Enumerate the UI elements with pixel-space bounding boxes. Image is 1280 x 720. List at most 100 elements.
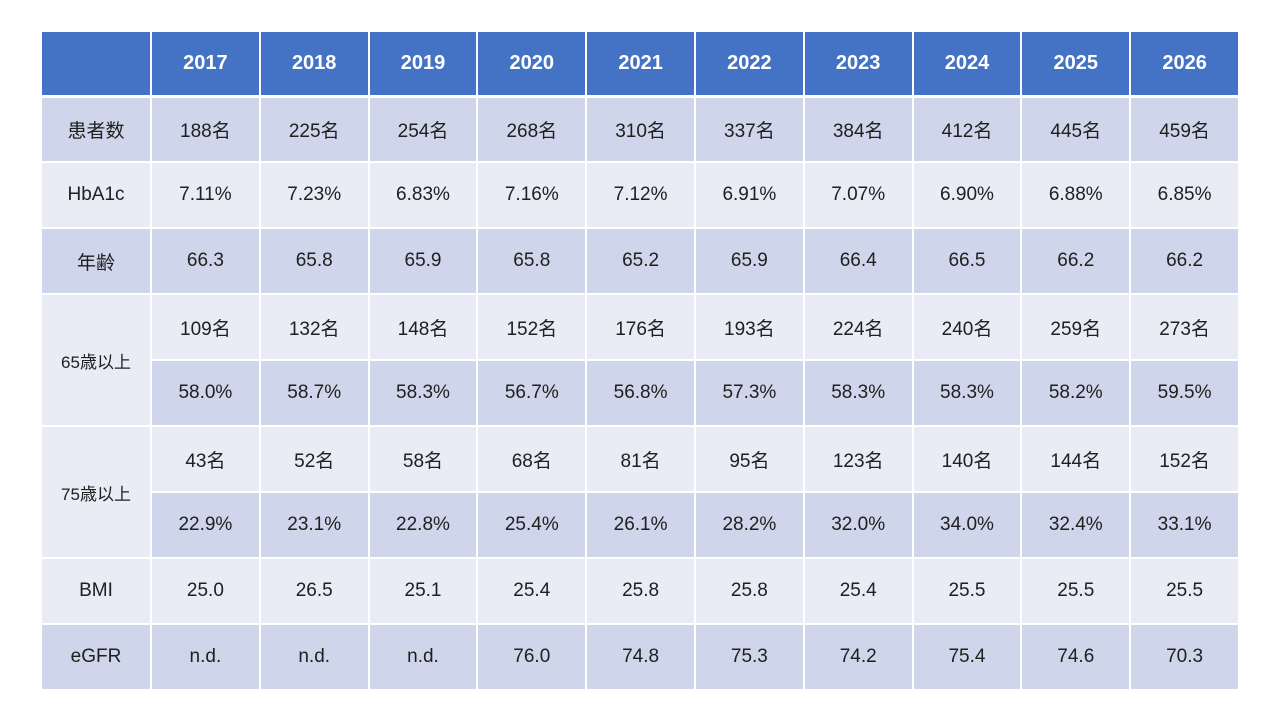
data-cell: 132名 (258, 293, 370, 361)
data-cell: 25.4% (476, 491, 588, 559)
data-cell: 6.85% (1129, 161, 1240, 229)
data-cell: 56.7% (476, 359, 588, 427)
data-cell: 57.3% (693, 359, 805, 427)
year-header: 2023 (802, 30, 914, 98)
data-cell: 25.1 (367, 557, 479, 625)
data-cell: 58.3% (802, 359, 914, 427)
data-cell: 259名 (1020, 293, 1132, 361)
data-cell: 65.9 (693, 227, 805, 295)
row-label: HbA1c (40, 161, 152, 229)
data-cell: n.d. (367, 623, 479, 691)
data-cell: 65.8 (476, 227, 588, 295)
data-cell: 240名 (911, 293, 1023, 361)
data-cell: 66.2 (1129, 227, 1240, 295)
data-cell: 43名 (150, 425, 261, 493)
year-header: 2021 (585, 30, 696, 98)
data-cell: 152名 (476, 293, 588, 361)
table-row: eGFR n.d. n.d. n.d. 76.0 74.8 75.3 74.2 75.4 74.6… (40, 623, 1240, 691)
data-cell: 7.12% (585, 161, 696, 229)
header-row: 2017 2018 2019 2020 2021 2022 2023 2024 2025 2026 (40, 30, 1240, 98)
data-cell: 7.23% (258, 161, 370, 229)
patient-statistics-table: 2017 2018 2019 2020 2021 2022 2023 2024 2025 2026… (40, 30, 1240, 691)
data-cell: 74.6 (1020, 623, 1132, 691)
data-cell: 25.8 (693, 557, 805, 625)
data-cell: 58.0% (150, 359, 261, 427)
data-cell: 76.0 (476, 623, 588, 691)
data-cell: 81名 (585, 425, 696, 493)
year-header: 2024 (911, 30, 1023, 98)
data-cell: 459名 (1129, 95, 1240, 163)
table-row: 22.9% 23.1% 22.8% 25.4% 26.1% 28.2% 32.0% 34.0%… (41, 491, 1240, 559)
data-cell: 25.5 (1129, 557, 1240, 625)
data-cell: 95名 (693, 425, 805, 493)
row-label: BMI (40, 557, 152, 625)
corner-cell (40, 30, 152, 98)
data-cell: 6.88% (1020, 161, 1132, 229)
data-cell: 58.3% (367, 359, 479, 427)
data-cell: 152名 (1129, 425, 1240, 493)
table-row: 65歳以上 109名 132名 148名 152名 176名 193名 224名 240名 259… (40, 293, 1240, 427)
data-cell: 25.5 (911, 557, 1023, 625)
data-cell: 337名 (693, 95, 805, 163)
data-cell: 25.5 (1020, 557, 1132, 625)
data-cell: 254名 (367, 95, 479, 163)
data-cell: 6.83% (367, 161, 479, 229)
data-cell: 75.4 (911, 623, 1023, 691)
data-cell: 25.0 (150, 557, 261, 625)
data-cell: 66.4 (802, 227, 914, 295)
data-cell: 58名 (367, 425, 479, 493)
data-cell: 66.2 (1020, 227, 1132, 295)
data-cell: 140名 (911, 425, 1023, 493)
data-cell: 188名 (150, 95, 261, 163)
data-cell: 65.9 (367, 227, 479, 295)
data-cell: 310名 (585, 95, 696, 163)
data-cell: 22.9% (150, 491, 261, 559)
data-cell: 66.5 (911, 227, 1023, 295)
row-label: 患者数 (40, 95, 152, 163)
year-header: 2018 (258, 30, 370, 98)
table-row: 患者数 188名 225名 254名 268名 310名 337名 384名 412名 445名 4… (40, 95, 1240, 163)
data-cell: 74.8 (585, 623, 696, 691)
data-cell: 65.8 (258, 227, 370, 295)
data-cell: 68名 (476, 425, 588, 493)
data-cell: 176名 (585, 293, 696, 361)
data-cell: 384名 (802, 95, 914, 163)
year-header: 2026 (1129, 30, 1240, 98)
data-cell: 7.11% (150, 161, 261, 229)
data-cell: 58.2% (1020, 359, 1132, 427)
data-cell: 34.0% (911, 491, 1023, 559)
data-cell: 25.8 (585, 557, 696, 625)
table-row: 75歳以上 43名 52名 58名 68名 81名 95名 123名 140名 144名 152名 (40, 425, 1240, 559)
data-cell: 148名 (367, 293, 479, 361)
data-cell: 273名 (1129, 293, 1240, 361)
data-cell: 224名 (802, 293, 914, 361)
data-cell: 58.7% (258, 359, 370, 427)
data-cell: 65.2 (585, 227, 696, 295)
data-cell: 7.16% (476, 161, 588, 229)
data-cell: 22.8% (367, 491, 479, 559)
data-cell: 25.4 (476, 557, 588, 625)
table-row: BMI 25.0 26.5 25.1 25.4 25.8 25.8 25.4 25.5 25.5 2… (40, 557, 1240, 625)
data-cell: 193名 (693, 293, 805, 361)
table-row: 年齢 66.3 65.8 65.9 65.8 65.2 65.9 66.4 66.5 66.2 66… (40, 227, 1240, 295)
year-header: 2020 (476, 30, 588, 98)
table-row: HbA1c 7.11% 7.23% 6.83% 7.16% 7.12% 6.91% 7.07%… (40, 161, 1240, 229)
data-cell: 23.1% (258, 491, 370, 559)
data-cell: 445名 (1020, 95, 1132, 163)
data-cell: 123名 (802, 425, 914, 493)
year-header: 2017 (150, 30, 261, 98)
row-label: eGFR (40, 623, 152, 691)
data-cell: 28.2% (693, 491, 805, 559)
data-cell: 7.07% (802, 161, 914, 229)
data-cell: 59.5% (1129, 359, 1240, 427)
data-cell: 6.91% (693, 161, 805, 229)
data-cell: 52名 (258, 425, 370, 493)
data-cell: 26.1% (585, 491, 696, 559)
data-cell: 225名 (258, 95, 370, 163)
data-cell: 70.3 (1129, 623, 1240, 691)
data-cell: 56.8% (585, 359, 696, 427)
row-label: 75歳以上 (40, 425, 152, 559)
data-cell: 25.4 (802, 557, 914, 625)
data-cell: 6.90% (911, 161, 1023, 229)
